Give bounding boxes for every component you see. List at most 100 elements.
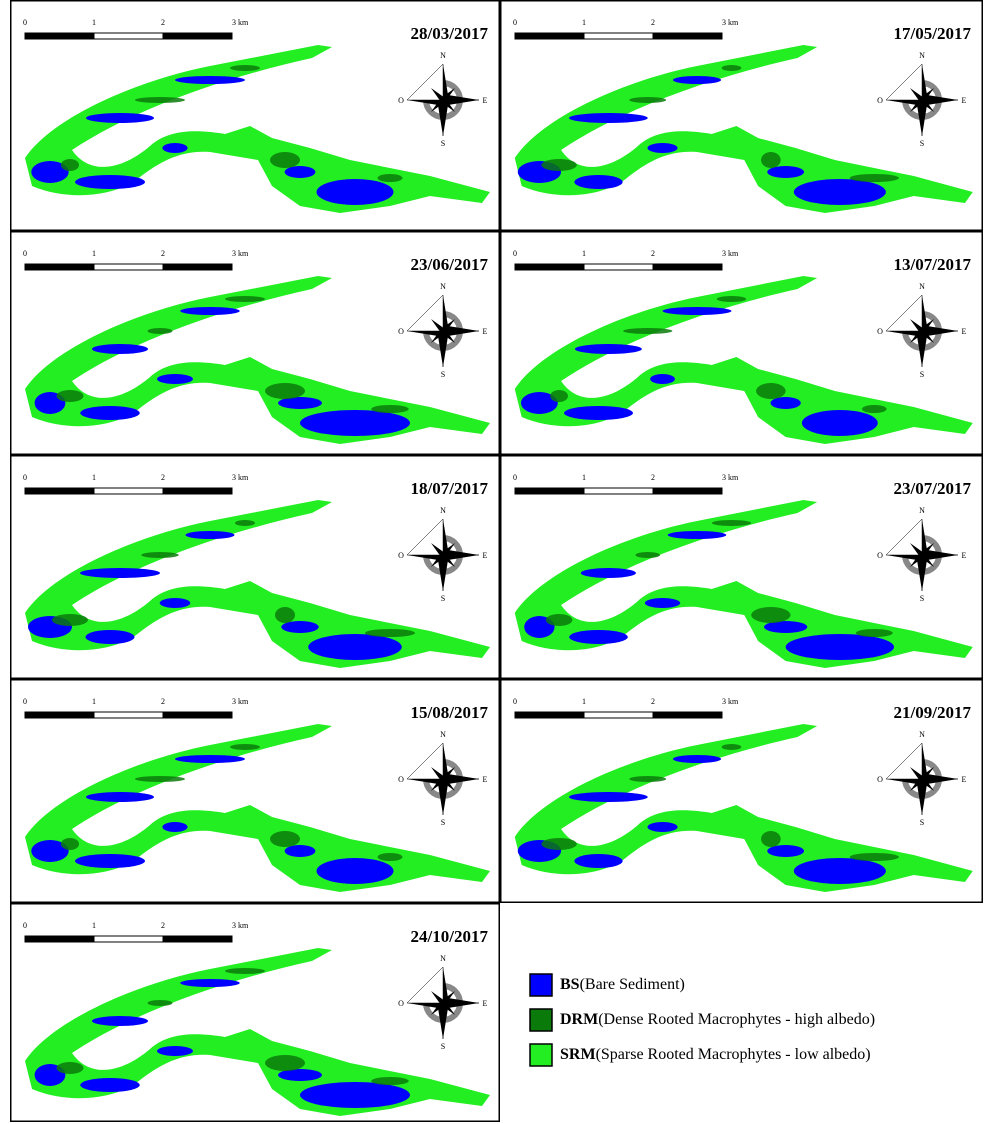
dense-macrophytes xyxy=(550,390,568,402)
bare-sediment xyxy=(285,166,316,178)
dense-macrophytes xyxy=(722,744,742,750)
scale-label: 3 km xyxy=(722,473,739,482)
dense-macrophytes xyxy=(761,152,781,168)
compass-letter: O xyxy=(398,551,404,560)
bare-sediment xyxy=(80,568,160,578)
dense-macrophytes xyxy=(270,152,300,168)
dense-macrophytes xyxy=(756,383,786,399)
legend-code: BS xyxy=(560,976,580,993)
scale-segment xyxy=(653,33,722,39)
scale-label: 3 km xyxy=(722,249,739,258)
dense-macrophytes xyxy=(541,838,576,850)
dense-macrophytes xyxy=(230,744,260,750)
scale-label: 2 xyxy=(161,473,165,482)
scale-label: 0 xyxy=(513,18,517,27)
dense-macrophytes xyxy=(135,776,185,782)
bare-sediment xyxy=(317,179,394,205)
bare-sediment xyxy=(569,630,628,644)
scale-label: 0 xyxy=(23,697,27,706)
scale-label: 2 xyxy=(651,473,655,482)
dense-macrophytes xyxy=(722,65,742,71)
scale-label: 2 xyxy=(651,249,655,258)
bare-sediment xyxy=(569,792,648,802)
compass-letter: N xyxy=(919,282,925,291)
bare-sediment xyxy=(650,374,675,384)
compass-letter: S xyxy=(441,370,445,379)
bare-sediment xyxy=(92,1016,148,1026)
scale-segment xyxy=(515,488,584,494)
scale-label: 1 xyxy=(92,18,96,27)
bare-sediment xyxy=(86,113,154,123)
compass-letter: O xyxy=(398,327,404,336)
scale-segment xyxy=(584,712,653,718)
compass-letter: S xyxy=(920,370,924,379)
scale-segment xyxy=(25,936,94,942)
compass-letter: E xyxy=(962,96,967,105)
scale-segment xyxy=(584,488,653,494)
bare-sediment xyxy=(300,1082,410,1108)
bare-sediment xyxy=(564,406,633,420)
legend-description: (Bare Sediment) xyxy=(580,976,685,993)
scale-label: 1 xyxy=(582,473,586,482)
bare-sediment xyxy=(802,410,878,436)
legend-swatch xyxy=(530,1009,552,1031)
legend-label: BS(Bare Sediment) xyxy=(560,976,685,993)
scale-segment xyxy=(515,264,584,270)
scale-label: 3 km xyxy=(232,921,249,930)
dense-macrophytes xyxy=(148,328,173,334)
dense-macrophytes xyxy=(378,853,403,861)
dense-macrophytes xyxy=(371,405,409,413)
bare-sediment xyxy=(574,175,622,189)
dense-macrophytes xyxy=(235,520,255,526)
map-panel: 0123 km23/07/2017NSOE xyxy=(501,456,983,679)
compass-letter: O xyxy=(877,327,883,336)
bare-sediment xyxy=(162,822,187,832)
scale-label: 3 km xyxy=(722,18,739,27)
scale-label: 0 xyxy=(23,249,27,258)
map-date: 23/06/2017 xyxy=(411,255,489,274)
bare-sediment xyxy=(180,307,240,315)
bare-sediment xyxy=(770,397,800,409)
legend-swatch xyxy=(530,1044,552,1066)
dense-macrophytes xyxy=(61,159,79,171)
scale-label: 1 xyxy=(582,18,586,27)
bare-sediment xyxy=(794,179,886,205)
scale-segment xyxy=(94,488,163,494)
compass-letter: S xyxy=(920,818,924,827)
scale-label: 0 xyxy=(513,697,517,706)
bare-sediment xyxy=(569,113,648,123)
scale-label: 1 xyxy=(92,473,96,482)
compass-letter: S xyxy=(920,594,924,603)
compass-letter: E xyxy=(962,551,967,560)
bare-sediment xyxy=(668,531,727,539)
bare-sediment xyxy=(647,822,677,832)
bare-sediment xyxy=(86,792,154,802)
dense-macrophytes xyxy=(135,97,185,103)
compass-letter: N xyxy=(440,282,446,291)
compass-letter: S xyxy=(441,818,445,827)
compass-letter: N xyxy=(919,51,925,60)
scale-label: 0 xyxy=(513,473,517,482)
scale-label: 1 xyxy=(92,249,96,258)
dense-macrophytes xyxy=(61,838,79,850)
bare-sediment xyxy=(300,410,410,436)
bare-sediment xyxy=(575,344,642,354)
legend-swatch xyxy=(530,974,552,996)
dense-macrophytes xyxy=(856,629,893,637)
figure: 0123 km28/03/2017NSOE0123 km17/05/2017NS… xyxy=(0,0,984,1124)
dense-macrophytes xyxy=(225,296,265,302)
compass-letter: E xyxy=(962,775,967,784)
legend-description: (Sparse Rooted Macrophytes - low albedo) xyxy=(596,1046,871,1063)
compass-letter: E xyxy=(483,999,488,1008)
dense-macrophytes xyxy=(365,629,415,637)
scale-label: 2 xyxy=(651,18,655,27)
dense-macrophytes xyxy=(717,296,747,302)
compass-letter: N xyxy=(919,506,925,515)
bare-sediment xyxy=(86,630,135,644)
compass-letter: E xyxy=(483,327,488,336)
scale-label: 3 km xyxy=(232,473,249,482)
scale-segment xyxy=(515,33,584,39)
scale-segment xyxy=(94,264,163,270)
